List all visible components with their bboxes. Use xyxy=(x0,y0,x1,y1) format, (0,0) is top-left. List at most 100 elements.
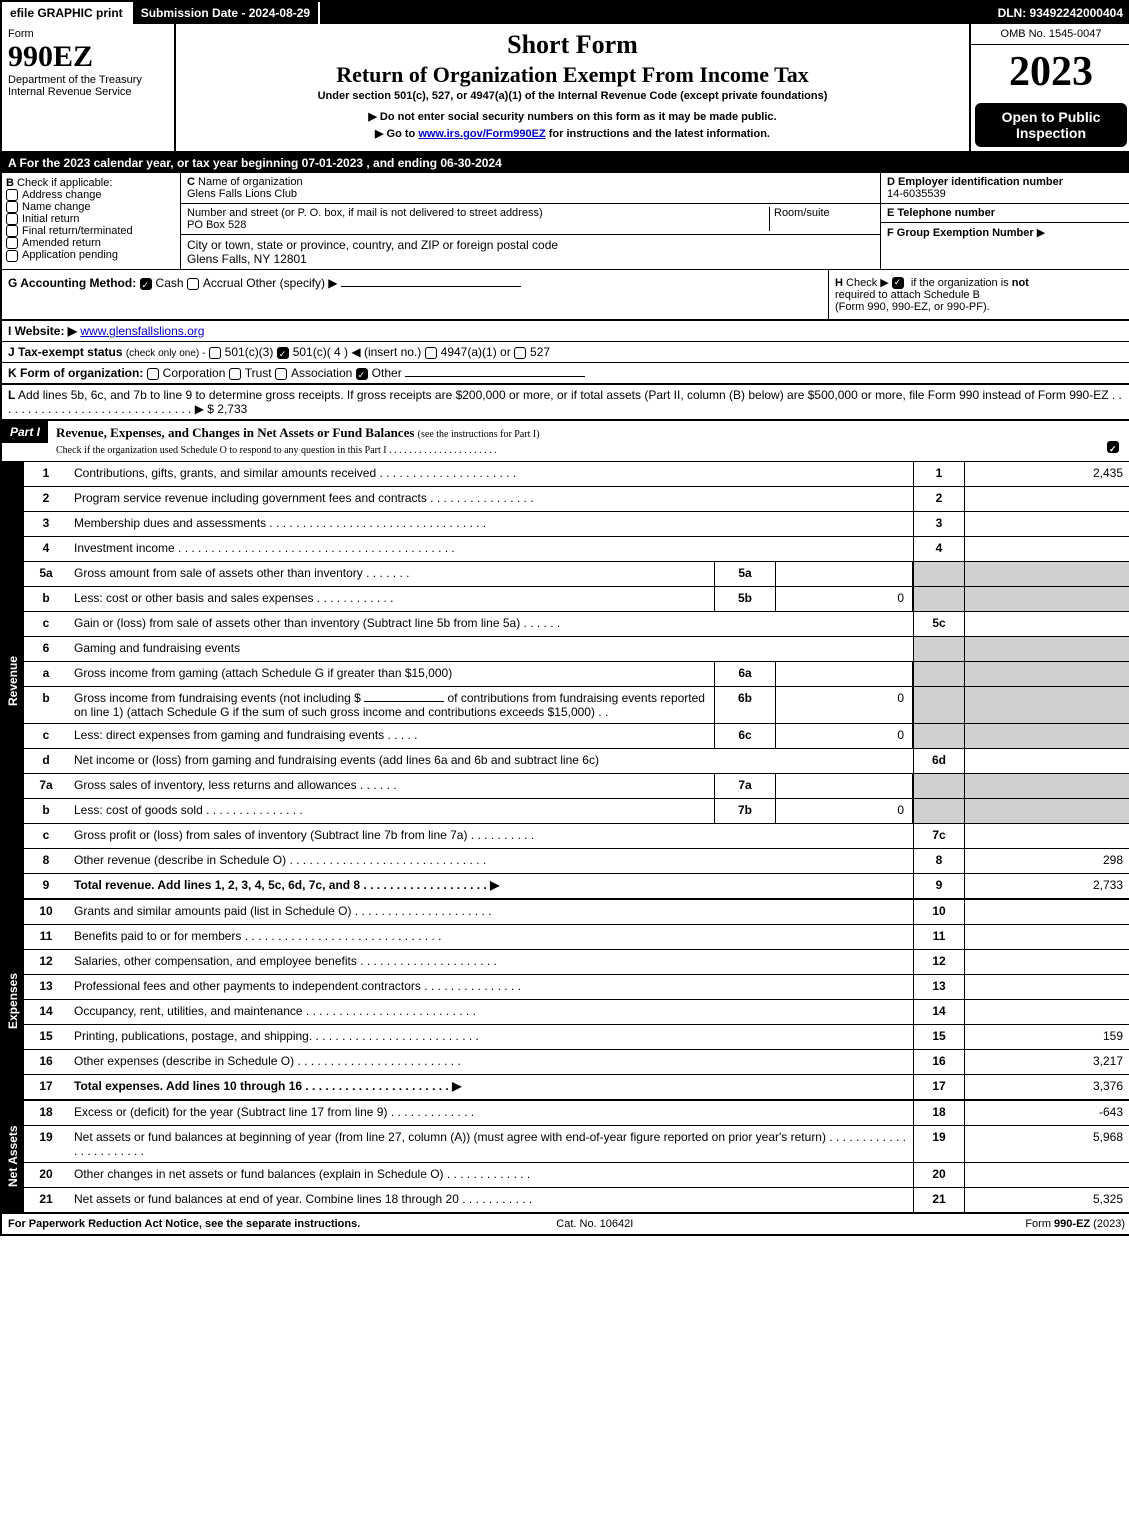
corp-checkbox[interactable] xyxy=(147,368,159,380)
expenses-side-label: Expenses xyxy=(2,900,24,1101)
line20-amt xyxy=(965,1163,1129,1187)
efile-print-button[interactable]: efile GRAPHIC print xyxy=(2,2,133,24)
line16-amt: 3,217 xyxy=(965,1050,1129,1074)
line5a-amt-gray xyxy=(965,562,1129,586)
line15-ref: 15 xyxy=(913,1025,965,1049)
line5c-ref: 5c xyxy=(913,612,965,636)
other-method-label: Other (specify) ▶ xyxy=(246,276,337,290)
line7c-desc: Gross profit or (loss) from sales of inv… xyxy=(68,824,913,848)
trust-checkbox[interactable] xyxy=(229,368,241,380)
line10-ref: 10 xyxy=(913,900,965,924)
other-org-checkbox[interactable] xyxy=(356,368,368,380)
j-label: J Tax-exempt status xyxy=(8,345,123,359)
line12-num: 12 xyxy=(24,950,68,974)
line21-ref: 21 xyxy=(913,1188,965,1212)
org-info-section: B Check if applicable: Address change Na… xyxy=(2,173,1129,270)
line7a-ref-gray xyxy=(913,774,965,798)
line7b-boxamt: 0 xyxy=(776,799,913,823)
part1-schedule-o-checkbox[interactable] xyxy=(1107,441,1119,453)
line12-amt xyxy=(965,950,1129,974)
line5b-boxamt: 0 xyxy=(776,587,913,611)
line4-ref: 4 xyxy=(913,537,965,561)
line14-desc: Occupancy, rent, utilities, and maintena… xyxy=(68,1000,913,1024)
line13-amt xyxy=(965,975,1129,999)
h-post: if the organization is xyxy=(908,277,1012,289)
line2-amt xyxy=(965,487,1129,511)
501c-label: 501(c)( 4 ) ◀ (insert no.) xyxy=(293,345,422,359)
net-assets-section: Net Assets 18 Excess or (deficit) for th… xyxy=(2,1101,1129,1212)
line18-desc: Excess or (deficit) for the year (Subtra… xyxy=(68,1101,913,1125)
final-return-checkbox[interactable] xyxy=(6,225,18,237)
col-c-org-info: C Name of organization Glens Falls Lions… xyxy=(181,173,880,269)
h-not: not xyxy=(1012,277,1029,289)
accrual-checkbox[interactable] xyxy=(187,278,199,290)
line7c-num: c xyxy=(24,824,68,848)
line6b-boxamt: 0 xyxy=(776,687,913,723)
amended-return-checkbox[interactable] xyxy=(6,237,18,249)
other-method-input[interactable] xyxy=(341,286,521,287)
line6c-num: c xyxy=(24,724,68,748)
line18-amt: -643 xyxy=(965,1101,1129,1125)
line11-amt xyxy=(965,925,1129,949)
app-pending-checkbox[interactable] xyxy=(6,250,18,262)
other-org-input[interactable] xyxy=(405,376,585,377)
b-label: B xyxy=(6,177,14,189)
line5a-boxamt xyxy=(776,562,913,586)
line4-amt xyxy=(965,537,1129,561)
short-form-title: Short Form xyxy=(182,30,963,60)
netassets-side-label: Net Assets xyxy=(2,1101,24,1212)
line5b-num: b xyxy=(24,587,68,611)
line13-desc: Professional fees and other payments to … xyxy=(68,975,913,999)
name-change-checkbox[interactable] xyxy=(6,201,18,213)
line16-num: 16 xyxy=(24,1050,68,1074)
line6a-num: a xyxy=(24,662,68,686)
col-de: D Employer identification number 14-6035… xyxy=(880,173,1129,269)
gh-row: G Accounting Method: Cash Accrual Other … xyxy=(2,270,1129,320)
cash-label: Cash xyxy=(156,276,184,290)
527-checkbox[interactable] xyxy=(514,347,526,359)
ssn-note: Do not enter social security numbers on … xyxy=(182,110,963,123)
line6b-desc1: Gross income from fundraising events (no… xyxy=(74,691,361,705)
line6c-box: 6c xyxy=(714,724,776,748)
f-arrow: ▶ xyxy=(1037,227,1045,239)
dept-treasury: Department of the Treasury xyxy=(8,74,168,86)
501c-checkbox[interactable] xyxy=(277,347,289,359)
line4-desc: Investment income . . . . . . . . . . . … xyxy=(68,537,913,561)
line3-desc: Membership dues and assessments . . . . … xyxy=(68,512,913,536)
i-website-row: I Website: ▶ www.glensfallslions.org xyxy=(2,320,1129,341)
cash-checkbox[interactable] xyxy=(140,278,152,290)
assoc-checkbox[interactable] xyxy=(275,368,287,380)
line6a-boxamt xyxy=(776,662,913,686)
top-bar: efile GRAPHIC print Submission Date - 20… xyxy=(2,2,1129,24)
line6b-ref-gray xyxy=(913,687,965,723)
website-link[interactable]: www.glensfallslions.org xyxy=(80,324,204,338)
line6b-box: 6b xyxy=(714,687,776,723)
line7b-num: b xyxy=(24,799,68,823)
line10-amt xyxy=(965,900,1129,924)
line15-amt: 159 xyxy=(965,1025,1129,1049)
line6b-blank[interactable] xyxy=(364,701,444,702)
line12-ref: 12 xyxy=(913,950,965,974)
expenses-section: Expenses 10 Grants and similar amounts p… xyxy=(2,900,1129,1101)
addr-change-checkbox[interactable] xyxy=(6,189,18,201)
line9-desc: Total revenue. Add lines 1, 2, 3, 4, 5c,… xyxy=(74,878,499,892)
initial-return-checkbox[interactable] xyxy=(6,213,18,225)
open-public-badge: Open to Public Inspection xyxy=(975,103,1127,147)
line7c-amt xyxy=(965,824,1129,848)
submission-date: Submission Date - 2024-08-29 xyxy=(133,2,320,24)
line16-ref: 16 xyxy=(913,1050,965,1074)
line20-ref: 20 xyxy=(913,1163,965,1187)
name-change-label: Name change xyxy=(22,201,91,213)
501c3-checkbox[interactable] xyxy=(209,347,221,359)
line12-desc: Salaries, other compensation, and employ… xyxy=(68,950,913,974)
footer-left: For Paperwork Reduction Act Notice, see … xyxy=(8,1218,360,1230)
h-checkbox[interactable] xyxy=(892,277,904,289)
line6a-box: 6a xyxy=(714,662,776,686)
line6a-amt-gray xyxy=(965,662,1129,686)
line6c-ref-gray xyxy=(913,724,965,748)
line7a-amt-gray xyxy=(965,774,1129,798)
page-footer: For Paperwork Reduction Act Notice, see … xyxy=(2,1212,1129,1234)
part1-note: (see the instructions for Part I) xyxy=(418,429,540,440)
irs-link[interactable]: www.irs.gov/Form990EZ xyxy=(418,128,545,140)
4947-checkbox[interactable] xyxy=(425,347,437,359)
